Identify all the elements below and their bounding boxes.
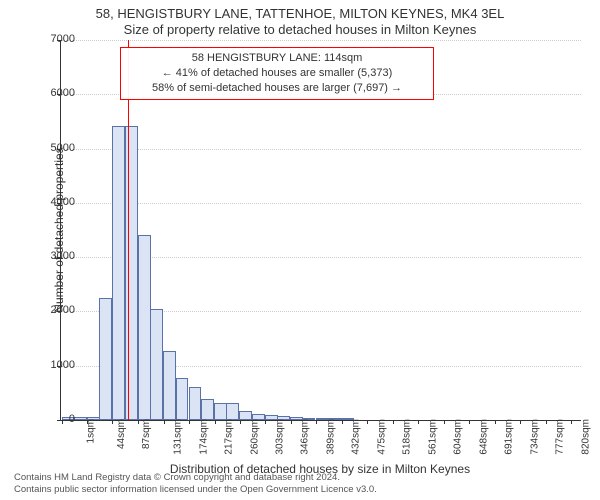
- xtick-mark: [571, 420, 572, 424]
- xtick-label: 561sqm: [427, 419, 438, 455]
- xtick-mark: [164, 420, 165, 424]
- ytick-label: 0: [35, 413, 75, 425]
- xtick-mark: [546, 420, 547, 424]
- ytick-label: 7000: [35, 33, 75, 45]
- callout-box: 58 HENGISTBURY LANE: 114sqm ← 41% of det…: [120, 47, 434, 100]
- chart-title-line2: Size of property relative to detached ho…: [0, 22, 600, 37]
- histogram-bar: [176, 378, 189, 420]
- xtick-label: 734sqm: [529, 419, 540, 455]
- callout-line3: 58% of semi-detached houses are larger (…: [127, 81, 427, 96]
- ytick-label: 2000: [35, 304, 75, 316]
- xtick-mark: [112, 420, 113, 424]
- xtick-mark: [495, 420, 496, 424]
- footer-line2: Contains public sector information licen…: [14, 484, 377, 496]
- xtick-label: 432sqm: [351, 419, 362, 455]
- xtick-label: 87sqm: [141, 419, 152, 449]
- xtick-mark: [316, 420, 317, 424]
- ytick-label: 6000: [35, 87, 75, 99]
- xtick-mark: [189, 420, 190, 424]
- xtick-mark: [342, 420, 343, 424]
- xtick-mark: [215, 420, 216, 424]
- xtick-label: 303sqm: [275, 419, 286, 455]
- xtick-label: 777sqm: [555, 419, 566, 455]
- histogram-bar: [138, 235, 151, 420]
- footer-text: Contains HM Land Registry data © Crown c…: [14, 472, 377, 496]
- ytick-label: 5000: [35, 142, 75, 154]
- histogram-bar: [189, 387, 202, 420]
- xtick-mark: [418, 420, 419, 424]
- xtick-label: 691sqm: [504, 419, 515, 455]
- xtick-label: 217sqm: [224, 419, 235, 455]
- ytick-label: 1000: [35, 359, 75, 371]
- y-axis-label: Number of detached properties: [52, 147, 66, 312]
- histogram-bar: [125, 126, 138, 420]
- histogram-bar: [112, 126, 125, 420]
- callout-line1: 58 HENGISTBURY LANE: 114sqm: [127, 51, 427, 66]
- histogram-bar: [201, 399, 214, 420]
- xtick-label: 475sqm: [376, 419, 387, 455]
- xtick-mark: [520, 420, 521, 424]
- xtick-mark: [469, 420, 470, 424]
- histogram-bar: [163, 351, 176, 420]
- xtick-label: 44sqm: [116, 419, 127, 449]
- ytick-label: 4000: [35, 196, 75, 208]
- xtick-mark: [444, 420, 445, 424]
- chart-title-line1: 58, HENGISTBURY LANE, TATTENHOE, MILTON …: [0, 6, 600, 21]
- xtick-label: 518sqm: [402, 419, 413, 455]
- xtick-label: 648sqm: [478, 419, 489, 455]
- xtick-mark: [393, 420, 394, 424]
- xtick-label: 389sqm: [325, 419, 336, 455]
- callout-line2: ← 41% of detached houses are smaller (5,…: [127, 66, 427, 81]
- xtick-mark: [240, 420, 241, 424]
- xtick-label: 604sqm: [452, 419, 463, 455]
- footer-line1: Contains HM Land Registry data © Crown c…: [14, 472, 377, 484]
- gridline: [61, 149, 581, 150]
- xtick-label: 260sqm: [249, 419, 260, 455]
- xtick-mark: [138, 420, 139, 424]
- histogram-bar: [150, 309, 163, 420]
- xtick-mark: [367, 420, 368, 424]
- xtick-label: 346sqm: [300, 419, 311, 455]
- gridline: [61, 40, 581, 41]
- histogram-bar: [214, 403, 227, 420]
- xtick-label: 820sqm: [580, 419, 591, 455]
- chart-container: 58, HENGISTBURY LANE, TATTENHOE, MILTON …: [0, 0, 600, 500]
- xtick-mark: [291, 420, 292, 424]
- xtick-label: 174sqm: [198, 419, 209, 455]
- histogram-bar: [226, 403, 239, 420]
- histogram-bar: [99, 298, 112, 420]
- xtick-mark: [265, 420, 266, 424]
- xtick-mark: [87, 420, 88, 424]
- ytick-label: 3000: [35, 250, 75, 262]
- xtick-label: 131sqm: [173, 419, 184, 455]
- gridline: [61, 203, 581, 204]
